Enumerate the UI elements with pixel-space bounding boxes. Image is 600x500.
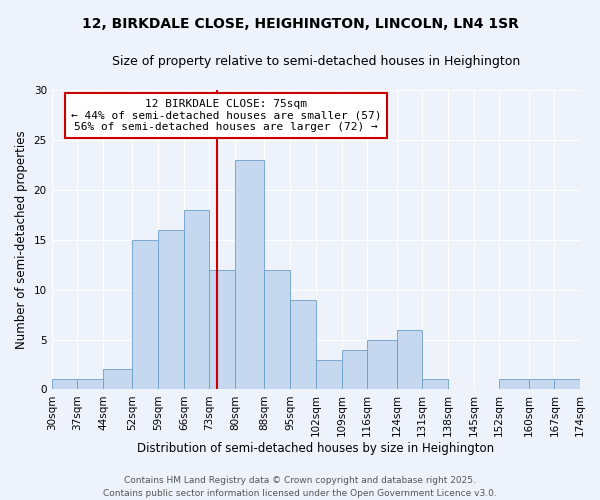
Bar xyxy=(316,360,341,390)
Bar xyxy=(290,300,316,390)
Bar xyxy=(422,380,448,390)
Text: 12, BIRKDALE CLOSE, HEIGHINGTON, LINCOLN, LN4 1SR: 12, BIRKDALE CLOSE, HEIGHINGTON, LINCOLN… xyxy=(82,18,518,32)
Bar xyxy=(103,370,133,390)
Bar xyxy=(397,330,422,390)
Text: 12 BIRKDALE CLOSE: 75sqm
← 44% of semi-detached houses are smaller (57)
56% of s: 12 BIRKDALE CLOSE: 75sqm ← 44% of semi-d… xyxy=(71,99,381,132)
Bar xyxy=(499,380,529,390)
Bar xyxy=(341,350,367,390)
Bar xyxy=(158,230,184,390)
Bar xyxy=(52,380,77,390)
Title: Size of property relative to semi-detached houses in Heighington: Size of property relative to semi-detach… xyxy=(112,55,520,68)
Bar xyxy=(133,240,158,390)
X-axis label: Distribution of semi-detached houses by size in Heighington: Distribution of semi-detached houses by … xyxy=(137,442,494,455)
Bar xyxy=(209,270,235,390)
Bar xyxy=(367,340,397,390)
Text: Contains HM Land Registry data © Crown copyright and database right 2025.
Contai: Contains HM Land Registry data © Crown c… xyxy=(103,476,497,498)
Bar xyxy=(184,210,209,390)
Bar xyxy=(77,380,103,390)
Bar xyxy=(235,160,265,390)
Bar xyxy=(265,270,290,390)
Y-axis label: Number of semi-detached properties: Number of semi-detached properties xyxy=(15,130,28,349)
Bar xyxy=(554,380,580,390)
Bar xyxy=(529,380,554,390)
